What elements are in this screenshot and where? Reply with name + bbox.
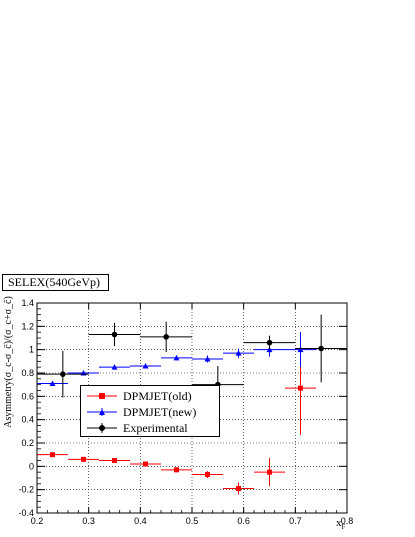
legend-item-new: DPMJET(new) [81, 404, 221, 420]
x-tick-label: 0.3 [82, 516, 95, 526]
data-point-triangle [111, 364, 118, 370]
legend: DPMJET(old) DPMJET(new) Experimental [80, 385, 220, 437]
legend-label-old: DPMJET(old) [123, 389, 192, 403]
data-point-circle [318, 345, 324, 352]
data-point-square [50, 452, 55, 458]
data-point-circle [163, 334, 169, 340]
y-tick-label: 0.4 [21, 415, 34, 425]
y-tick-label: 0.6 [21, 391, 34, 401]
data-series [37, 314, 347, 495]
data-point-square [112, 458, 117, 463]
y-tick-label: -0.2 [18, 485, 34, 495]
legend-label-new: DPMJET(new) [123, 405, 197, 419]
data-point-square [236, 486, 241, 491]
y-tick-label: 0 [29, 461, 34, 471]
x-tick-label: 0.5 [186, 516, 199, 526]
chart-title: SELEX(540GeVp) [2, 274, 109, 291]
legend-marker-square-icon [87, 393, 117, 399]
legend-marker-triangle-icon [87, 408, 117, 416]
y-tick-label: 1.4 [21, 298, 34, 308]
y-tick-label: 0.8 [21, 368, 34, 378]
legend-label-exp: Experimental [123, 421, 188, 435]
data-point-triangle [204, 356, 211, 362]
x-tick-label: 0.4 [134, 516, 147, 526]
series-circle [37, 314, 347, 404]
legend-item-exp: Experimental [81, 420, 221, 436]
y-tick-label: 1.2 [21, 321, 34, 331]
axis-ticks [36, 302, 348, 514]
x-tick-label: 0.7 [289, 516, 302, 526]
x-tick-label: 0.2 [31, 516, 44, 526]
data-point-square [174, 467, 179, 473]
x-axis-label-main: x [336, 517, 342, 529]
data-point-square [298, 385, 303, 391]
data-point-triangle [49, 380, 56, 386]
series-triangle [37, 332, 316, 386]
x-tick-label: 0.8 [341, 516, 354, 526]
data-point-circle [111, 331, 118, 338]
data-point-square [143, 461, 148, 467]
y-tick-label: -0.4 [18, 508, 34, 518]
y-axis-label: Asymmetry(σ_c-σ_c̄)/(σ_c+σ_c̄) [3, 296, 14, 428]
legend-marker-circle-icon [87, 423, 117, 433]
data-point-triangle [297, 346, 304, 353]
data-point-circle [60, 371, 66, 377]
series-square [37, 341, 316, 495]
data-point-square [81, 456, 86, 462]
data-point-square [267, 469, 272, 475]
data-point-triangle [173, 354, 180, 361]
legend-item-old: DPMJET(old) [81, 388, 221, 404]
axis-tick-labels: 0.2 0.3 0.4 0.5 0.6 0.7 0.8 -0.4 -0.2 0 0.2 0.4 0.6 0… [18, 298, 353, 526]
y-tick-label: 0.2 [21, 438, 34, 448]
data-point-square [205, 472, 210, 477]
x-axis-label: xF [336, 517, 345, 531]
x-tick-label: 0.6 [237, 516, 250, 526]
x-axis-label-sub: F [341, 523, 346, 532]
data-point-circle [266, 339, 273, 346]
data-point-triangle [142, 363, 149, 369]
data-point-triangle [235, 350, 242, 356]
y-tick-label: 1 [29, 345, 34, 355]
